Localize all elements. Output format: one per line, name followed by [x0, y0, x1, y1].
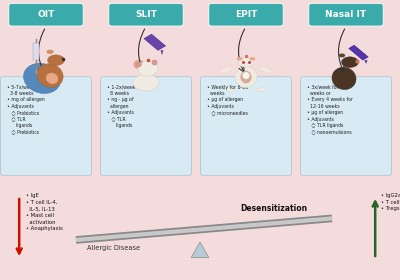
Text: Nasal IT: Nasal IT — [326, 10, 366, 19]
Ellipse shape — [224, 87, 236, 92]
FancyBboxPatch shape — [109, 3, 183, 26]
Ellipse shape — [37, 64, 63, 87]
Text: Desensitization: Desensitization — [240, 204, 308, 213]
Ellipse shape — [238, 58, 254, 67]
Text: • Weekly for 8-16
  weeks
• µg of allergen
• Adjuvants
   ○ microneedles: • Weekly for 8-16 weeks • µg of allergen… — [207, 85, 248, 115]
Ellipse shape — [342, 57, 358, 67]
Ellipse shape — [46, 50, 54, 54]
Ellipse shape — [46, 73, 58, 84]
Ellipse shape — [250, 57, 256, 60]
Ellipse shape — [240, 71, 252, 83]
Text: • 3x/week for 4
  weeks or
• Every 4 weeks for
  12-16 weeks
• µg of allergen
• : • 3x/week for 4 weeks or • Every 4 weeks… — [307, 85, 353, 134]
Polygon shape — [161, 50, 163, 55]
FancyBboxPatch shape — [200, 77, 291, 175]
Bar — [349, 45, 368, 60]
Text: EPIT: EPIT — [235, 10, 257, 19]
Text: • 1-2x/week for
  8 weeks
• ng - µg of
  allergen
• Adjuvants
   ○ TLR
      lig: • 1-2x/week for 8 weeks • ng - µg of all… — [107, 85, 143, 128]
Ellipse shape — [256, 87, 268, 92]
Ellipse shape — [136, 62, 142, 67]
Text: Allergic Disease: Allergic Disease — [88, 245, 140, 251]
Ellipse shape — [332, 67, 356, 90]
Ellipse shape — [220, 67, 232, 73]
Ellipse shape — [48, 55, 64, 66]
Text: • 5-7x/week for
  3-8 weeks
• mg of allergen
• Adjuvants
   ○ Probiotics
   ○ TL: • 5-7x/week for 3-8 weeks • mg of allerg… — [7, 85, 45, 134]
Polygon shape — [191, 242, 209, 258]
Polygon shape — [364, 60, 368, 64]
FancyBboxPatch shape — [1, 77, 91, 175]
Text: OIT: OIT — [37, 10, 55, 19]
FancyBboxPatch shape — [101, 77, 192, 175]
Ellipse shape — [237, 57, 242, 60]
Ellipse shape — [235, 67, 257, 87]
Ellipse shape — [24, 63, 60, 94]
FancyBboxPatch shape — [301, 77, 391, 175]
Bar — [33, 43, 39, 60]
Ellipse shape — [339, 53, 345, 57]
Bar — [144, 34, 166, 50]
FancyBboxPatch shape — [209, 3, 283, 26]
Ellipse shape — [242, 72, 250, 79]
Text: • IgG2a/IgG2c
• T cell IFNγ, IL-10
• Tregs: • IgG2a/IgG2c • T cell IFNγ, IL-10 • Tre… — [381, 193, 400, 211]
Ellipse shape — [133, 74, 159, 91]
Ellipse shape — [138, 61, 158, 76]
Text: SLIT: SLIT — [135, 10, 157, 19]
Text: • IgE
• T cell IL-4,
  IL-5, IL-13
• Mast cell
  activation
• Anaphylaxis: • IgE • T cell IL-4, IL-5, IL-13 • Mast … — [26, 193, 63, 231]
Ellipse shape — [260, 67, 272, 73]
FancyBboxPatch shape — [309, 3, 383, 26]
Ellipse shape — [134, 60, 144, 69]
FancyBboxPatch shape — [9, 3, 83, 26]
